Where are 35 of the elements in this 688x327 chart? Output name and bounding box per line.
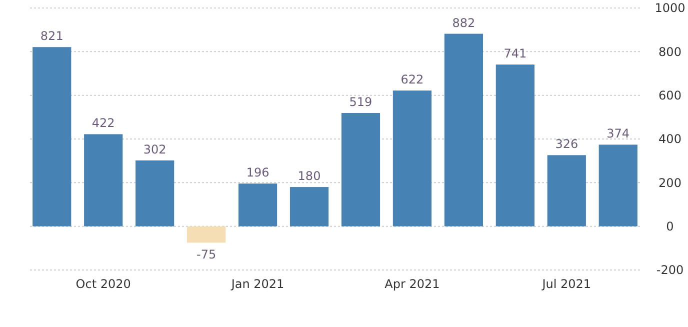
- bar: [392, 90, 432, 226]
- bar: [84, 134, 123, 226]
- bar: [496, 64, 534, 226]
- data-label: 519: [349, 95, 372, 110]
- bar: [32, 47, 72, 226]
- data-label: 422: [92, 116, 115, 130]
- bar: [444, 34, 483, 226]
- y-tick-label: 800: [658, 44, 682, 59]
- y-tick-label: 600: [658, 88, 682, 103]
- data-label: 882: [452, 16, 476, 30]
- x-tick-label: Jan 2021: [230, 277, 284, 291]
- y-tick-label: 1000: [654, 1, 686, 16]
- bar: [598, 144, 638, 226]
- data-label: 374: [606, 126, 630, 141]
- data-label: 180: [298, 169, 321, 184]
- bar: [547, 155, 586, 226]
- bar: [187, 226, 226, 243]
- bar: [290, 187, 329, 226]
- y-tick-label: 0: [666, 220, 674, 234]
- data-label: 196: [246, 166, 270, 180]
- bar: [136, 160, 174, 226]
- bar: [341, 113, 380, 226]
- x-tick-label: Oct 2020: [76, 277, 131, 291]
- data-label: 622: [400, 72, 424, 87]
- y-tick-label: -200: [656, 263, 684, 278]
- data-label: -75: [196, 248, 216, 262]
- x-tick-label: Apr 2021: [384, 277, 440, 291]
- data-label: 302: [143, 142, 166, 156]
- bar: [238, 184, 278, 226]
- data-label: 741: [504, 46, 527, 61]
- x-tick-label: Jul 2021: [541, 277, 592, 291]
- y-tick-label: 200: [658, 176, 682, 190]
- y-tick-label: 400: [658, 132, 682, 146]
- data-label: 326: [555, 137, 578, 152]
- data-label: 821: [40, 29, 64, 44]
